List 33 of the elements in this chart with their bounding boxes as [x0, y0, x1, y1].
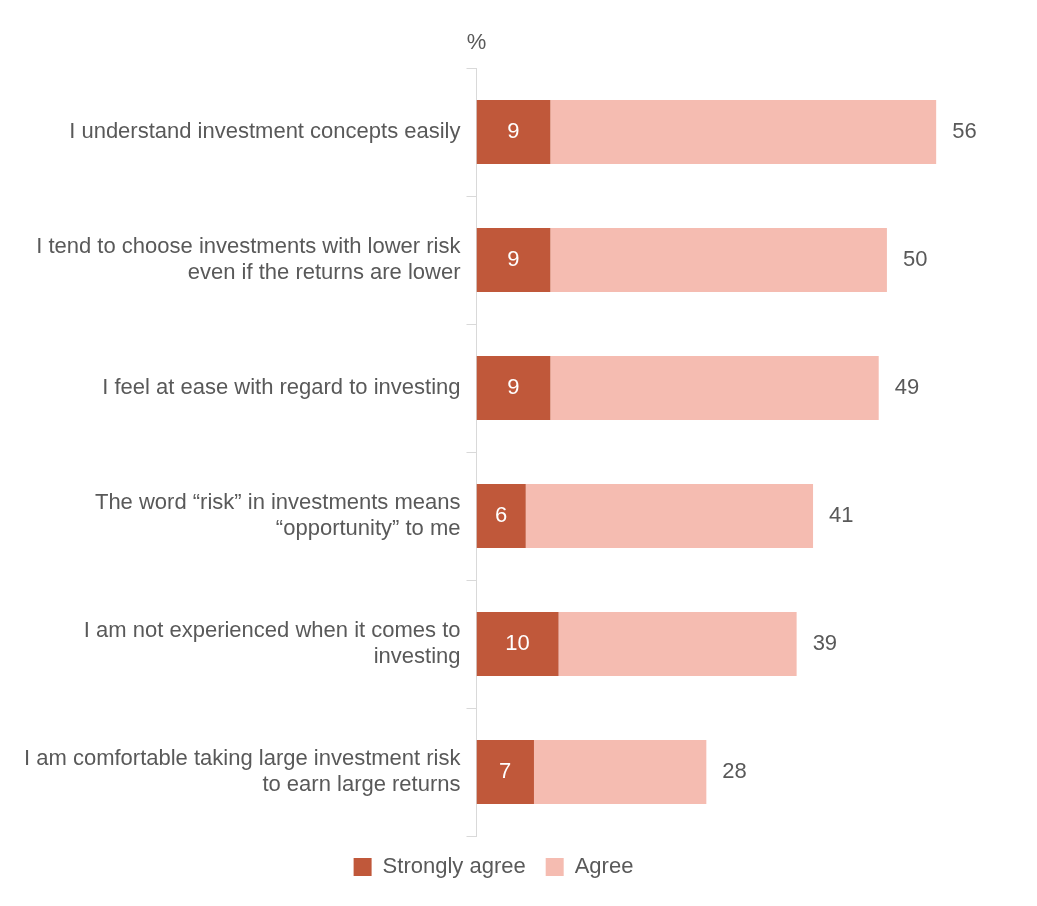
- total-label: 28: [722, 758, 747, 784]
- legend-label: Strongly agree: [382, 853, 526, 879]
- total-label: 56: [952, 118, 977, 144]
- bar: [558, 612, 797, 676]
- bar: [550, 228, 887, 292]
- y-tick-label: I tend to choose investments with lower risk even if the returns are lower: [36, 232, 462, 285]
- total-label: 41: [829, 502, 854, 528]
- bar: [476, 612, 559, 676]
- y-tick-label: I feel at ease with regard to investing: [102, 374, 461, 400]
- y-tick-label: I understand investment concepts easily: [69, 118, 461, 144]
- bar: [476, 100, 551, 164]
- bar: [550, 100, 937, 164]
- total-label: 50: [902, 246, 928, 272]
- x-axis-title: %: [466, 29, 487, 55]
- total-label: 39: [812, 630, 838, 656]
- data-label: 9: [507, 246, 520, 272]
- bar: [476, 740, 534, 804]
- y-tick-label: I am comfortable taking large investment risk to earn large returns: [23, 744, 462, 797]
- bar: [476, 356, 551, 420]
- legend-label: Agree: [574, 853, 634, 879]
- data-label: 9: [507, 374, 520, 400]
- data-label: 9: [507, 118, 520, 144]
- bar: [550, 356, 879, 420]
- bar: [533, 740, 707, 804]
- bar: [476, 228, 551, 292]
- total-label: 49: [894, 374, 920, 400]
- data-label: 10: [505, 630, 530, 656]
- bar: [476, 484, 526, 548]
- data-label: 6: [495, 502, 508, 528]
- y-tick-label: I am not experienced when it comes to investing: [83, 616, 461, 669]
- data-label: 7: [499, 758, 512, 784]
- bar: [525, 484, 814, 548]
- y-tick-label: The word “risk” in investments means “opportunity” to me: [94, 488, 461, 541]
